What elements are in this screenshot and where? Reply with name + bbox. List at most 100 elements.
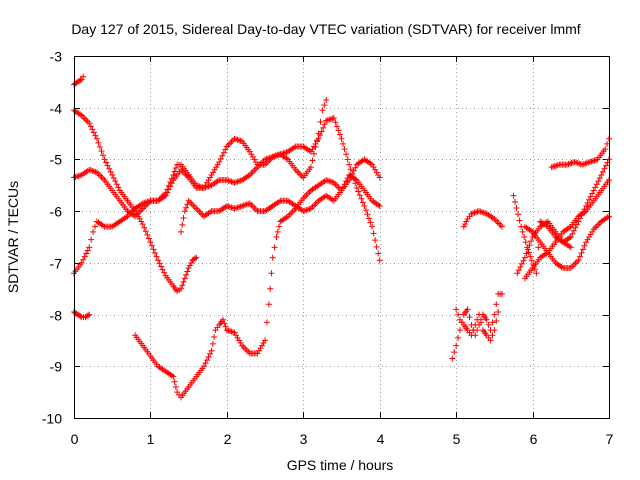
data-point — [531, 266, 538, 273]
data-point — [338, 135, 345, 142]
data-point — [463, 218, 470, 225]
data-point — [320, 124, 327, 131]
data-point — [341, 181, 348, 188]
data-point — [180, 215, 187, 222]
data-point — [581, 242, 588, 249]
data-point — [376, 174, 383, 181]
data-point — [86, 311, 93, 318]
x-tick-label: 4 — [377, 431, 385, 447]
data-point — [314, 137, 321, 144]
y-tick-label: -10 — [42, 411, 62, 427]
data-point — [274, 228, 281, 235]
data-point — [510, 192, 517, 199]
series-track-7 — [178, 171, 383, 235]
data-point — [359, 199, 366, 206]
data-point — [569, 230, 576, 237]
data-point — [453, 306, 460, 313]
data-point — [110, 175, 117, 182]
x-tick-label: 5 — [453, 431, 461, 447]
data-point — [78, 259, 85, 266]
data-point — [330, 115, 337, 122]
data-point — [472, 321, 479, 328]
data-point — [92, 132, 99, 139]
data-point — [319, 107, 326, 114]
x-tick-label: 3 — [300, 431, 308, 447]
data-point — [200, 363, 207, 370]
series-track-14 — [548, 135, 612, 171]
data-point — [222, 323, 229, 330]
data-point — [107, 168, 114, 175]
data-point — [453, 342, 460, 349]
data-point — [155, 257, 162, 264]
data-point — [514, 270, 521, 277]
data-point — [451, 349, 458, 356]
data-point — [575, 257, 582, 264]
data-point — [489, 332, 496, 339]
data-point — [449, 355, 456, 362]
data-point — [455, 311, 462, 318]
data-point — [164, 189, 171, 196]
data-point — [312, 144, 319, 151]
data-point — [104, 162, 111, 169]
data-point — [366, 215, 373, 222]
data-point — [276, 223, 283, 230]
data-point — [338, 187, 345, 194]
data-point — [98, 148, 105, 155]
data-point — [112, 178, 119, 185]
data-point — [183, 271, 190, 278]
data-point — [144, 231, 151, 238]
data-point — [101, 156, 108, 163]
data-point — [567, 244, 574, 251]
data-point — [115, 184, 122, 191]
data-point — [513, 205, 520, 212]
data-point — [84, 247, 91, 254]
data-point — [487, 337, 494, 344]
data-point — [192, 255, 199, 262]
data-point — [167, 183, 174, 190]
data-point — [372, 237, 379, 244]
data-point — [207, 350, 214, 357]
data-point — [466, 314, 473, 321]
data-point — [524, 244, 531, 251]
data-point — [530, 261, 537, 268]
data-point — [185, 265, 192, 272]
data-point — [570, 227, 577, 234]
y-tick-label: -5 — [50, 152, 63, 168]
data-point — [519, 228, 526, 235]
data-point — [222, 146, 229, 153]
data-point — [340, 184, 347, 191]
data-point — [179, 221, 186, 228]
data-point — [518, 223, 525, 230]
data-point — [220, 316, 227, 323]
data-point — [165, 186, 172, 193]
data-point — [516, 217, 523, 224]
data-point — [318, 128, 325, 135]
y-tick-label: -8 — [50, 308, 63, 324]
data-point — [202, 360, 209, 367]
data-point — [88, 236, 95, 243]
data-point — [147, 239, 154, 246]
data-point — [499, 290, 505, 297]
data-point — [158, 263, 165, 270]
data-point — [335, 127, 342, 134]
data-point — [602, 146, 609, 153]
data-point — [219, 152, 226, 159]
data-point — [586, 196, 593, 203]
data-point — [455, 334, 462, 341]
data-point — [336, 131, 343, 138]
data-point — [499, 223, 505, 230]
data-point — [267, 285, 274, 292]
data-point — [367, 219, 374, 226]
data-point — [517, 263, 524, 270]
data-point — [489, 319, 496, 326]
data-point — [262, 337, 269, 344]
data-point — [216, 159, 223, 166]
series-track-8 — [449, 290, 505, 362]
data-point — [208, 347, 215, 354]
data-point — [344, 175, 351, 182]
data-point — [161, 269, 168, 276]
data-point — [350, 167, 357, 174]
data-point — [181, 208, 188, 215]
